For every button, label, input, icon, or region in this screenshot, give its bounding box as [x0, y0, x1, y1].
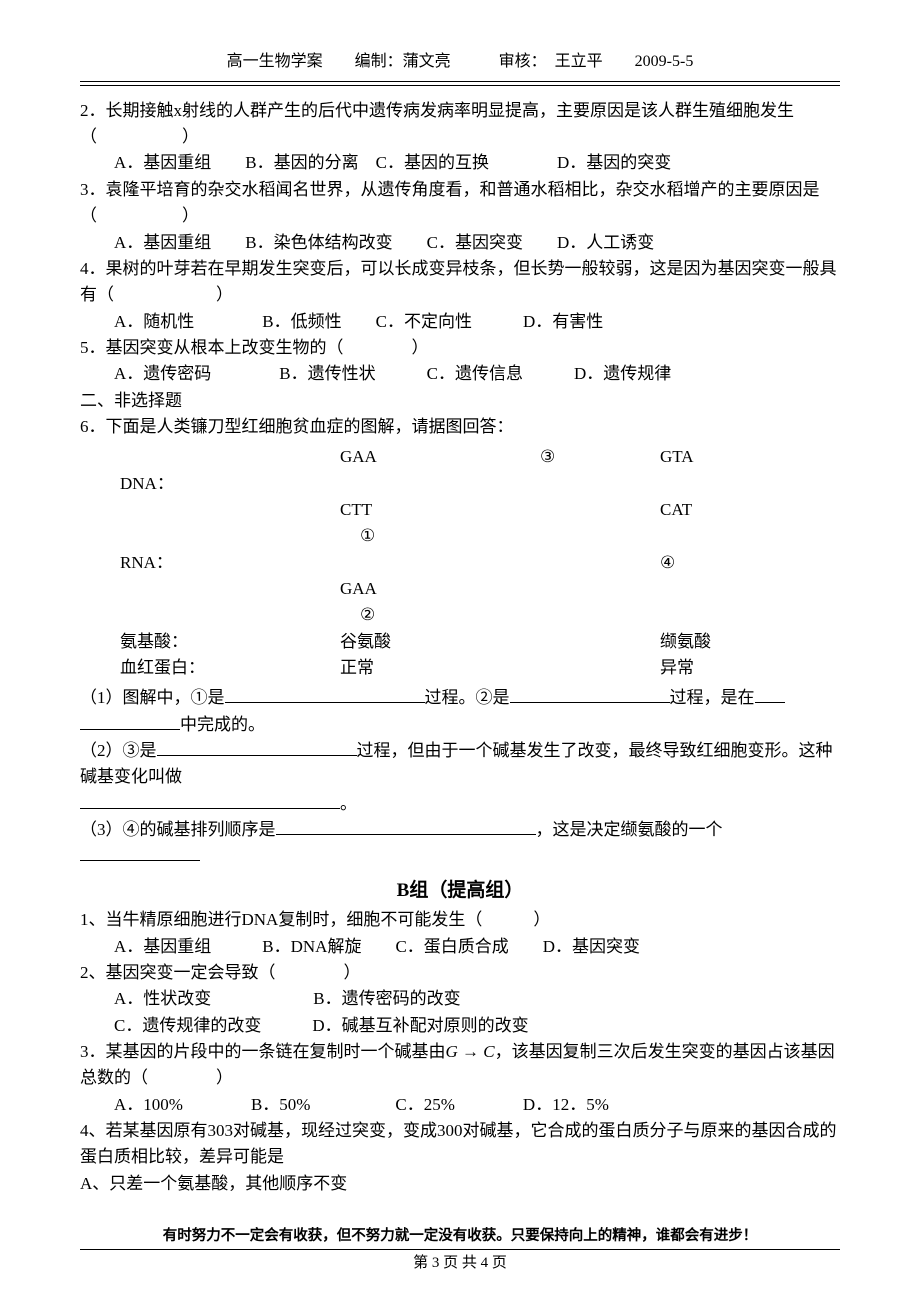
page-header: 高一生物学案 编制：蒲文亮 审核： 王立平 2009-5-5 [80, 50, 840, 79]
q6-sub2a: （2）③是 [80, 741, 157, 760]
q6-diagram: GAA③GTA DNA： CTTCAT ① RNA：④ GAA ② 氨基酸：谷氨… [80, 444, 840, 681]
q2-options: A．基因重组 B．基因的分离 C．基因的互换 D．基因的突变 [80, 150, 840, 176]
page-container: 高一生物学案 编制：蒲文亮 审核： 王立平 2009-5-5 2．长期接触x射线… [0, 0, 920, 1306]
page-number: 第 3 页 共 4 页 [80, 1252, 840, 1275]
header-text: 高一生物学案 编制：蒲文亮 审核： 王立平 2009-5-5 [227, 53, 694, 70]
q4-options: A．随机性 B．低频性 C．不定向性 D．有害性 [80, 309, 840, 335]
q3-options: A．基因重组 B．染色体结构改变 C．基因突变 D．人工诱变 [80, 230, 840, 256]
diagram-row: 血红蛋白：正常异常 [80, 655, 840, 681]
diagram-row: ② [80, 602, 840, 628]
q6-sub1a: （1）图解中，①是 [80, 688, 225, 707]
q6-sub1c: 过程，是在 [670, 688, 755, 707]
q6-stem: 6．下面是人类镰刀型红细胞贫血症的图解，请据图回答： [80, 414, 840, 440]
q5-options: A．遗传密码 B．遗传性状 C．遗传信息 D．遗传规律 [80, 361, 840, 387]
q6-sub2c: 。 [80, 791, 840, 817]
footer-rule [80, 1249, 840, 1250]
b2-stem: 2、基因突变一定会导致（ ） [80, 960, 840, 986]
b4-stem: 4、若某基因原有303对碱基，现经过突变，变成300对碱基，它合成的蛋白质分子与… [80, 1118, 840, 1171]
diagram-row: DNA： [80, 471, 840, 497]
group-b-title: B组（提高组） [80, 876, 840, 905]
blank [276, 817, 536, 835]
diagram-row: GAA③GTA [80, 444, 840, 470]
q6-sub3a: （3）④的碱基排列顺序是 [80, 820, 276, 839]
b2-options-1: A．性状改变 B．遗传密码的改变 [80, 986, 840, 1012]
q2-stem: 2．长期接触x射线的人群产生的后代中遗传病发病率明显提高，主要原因是该人群生殖细… [80, 98, 840, 151]
q6-sub3: （3）④的碱基排列顺序是 ，这是决定缬氨酸的一个 [80, 817, 840, 870]
q6-sub2: （2）③是过程，但由于一个碱基发生了改变，最终导致红细胞变形。这种碱基变化叫做 [80, 738, 840, 791]
b2-options-2: C．遗传规律的改变 D．碱基互补配对原则的改变 [80, 1013, 840, 1039]
footer-quote: 有时努力不一定会有收获，但不努力就一定没有收获。只要保持向上的精神，谁都会有进步… [80, 1225, 840, 1247]
q6-sub1b: 过程。②是 [425, 688, 510, 707]
b1-options: A．基因重组 B．DNA解旋 C．蛋白质合成 D．基因突变 [80, 934, 840, 960]
blank [225, 685, 425, 703]
blank [80, 843, 200, 861]
b3-options: A．100% B．50% C．25% D．12．5% [80, 1092, 840, 1118]
diagram-row: 氨基酸：谷氨酸缬氨酸 [80, 629, 840, 655]
blank [80, 791, 340, 809]
q6-sub1: （1）图解中，①是 过程。②是 过程，是在 [80, 685, 840, 711]
q6-sub3b: ，这是决定缬氨酸的一个 [536, 820, 723, 839]
header-rule [80, 81, 840, 86]
blank [510, 685, 670, 703]
q3-stem: 3．袁隆平培育的杂交水稻闻名世界，从遗传角度看，和普通水稻相比，杂交水稻增产的主… [80, 177, 840, 230]
diagram-row: CTTCAT [80, 497, 840, 523]
section2-title: 二、非选择题 [80, 388, 840, 414]
blank [157, 738, 357, 756]
diagram-row: ① [80, 523, 840, 549]
b1-stem: 1、当牛精原细胞进行DNA复制时，细胞不可能发生（ ） [80, 907, 840, 933]
b4-option-a: A、只差一个氨基酸，其他顺序不变 [80, 1171, 840, 1197]
q4-stem: 4．果树的叶芽若在早期发生突变后，可以长成变异枝条，但长势一般较弱，这是因为基因… [80, 256, 840, 309]
b3-stem-a: 3．某基因的片段中的一条链在复制时一个碱基由 [80, 1042, 446, 1061]
diagram-row: RNA：④ [80, 550, 840, 576]
q6-sub1d: 中完成的。 [80, 712, 840, 738]
b3-formula: G → C [446, 1042, 495, 1061]
blank [80, 712, 180, 730]
b3-stem: 3．某基因的片段中的一条链在复制时一个碱基由G → C，该基因复制三次后发生突变… [80, 1039, 840, 1092]
diagram-row: GAA [80, 576, 840, 602]
blank [755, 685, 785, 703]
q5-stem: 5．基因突变从根本上改变生物的（ ） [80, 335, 840, 361]
